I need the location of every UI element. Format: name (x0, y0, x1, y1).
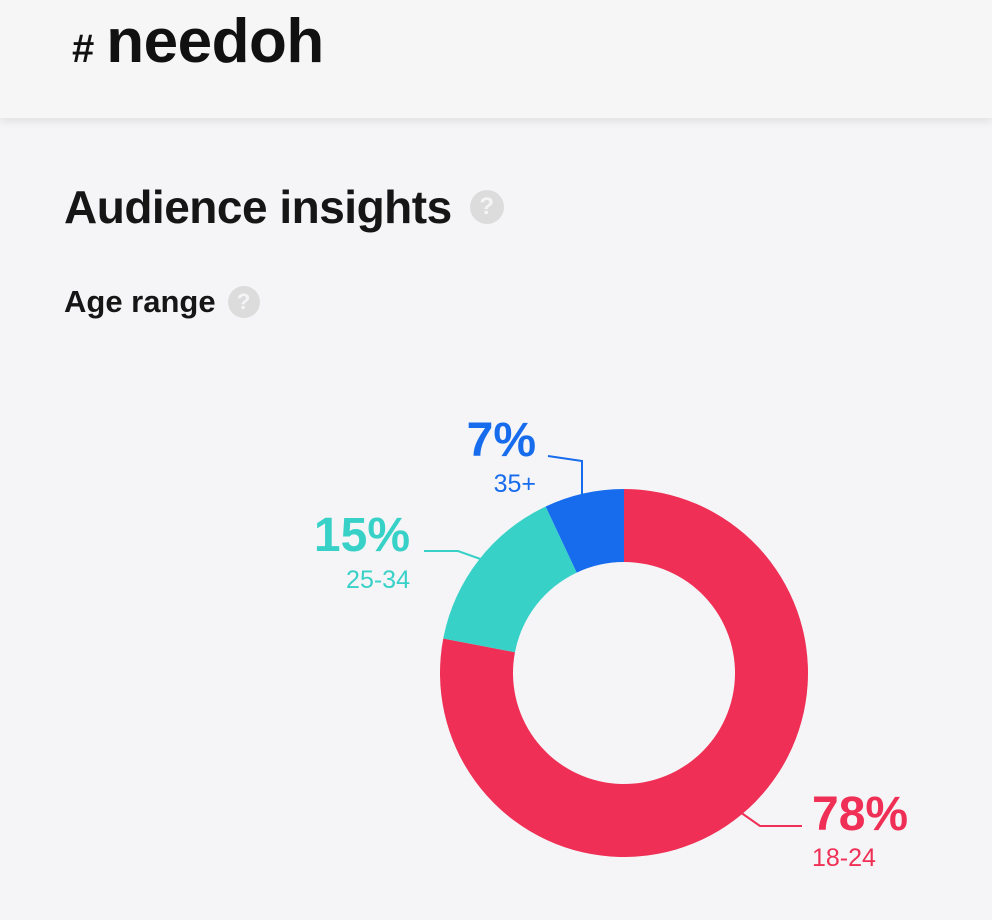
leader-line-35+ (547, 455, 583, 496)
audience-insights-help-icon[interactable]: ? (469, 190, 504, 224)
hashtag-title: # needoh (72, 6, 324, 77)
data-label-percent-18-24: 78% (812, 788, 908, 841)
donut-slice-35+[interactable] (545, 489, 624, 573)
data-label-percent-25-34: 15% (314, 509, 410, 562)
hash-icon: # (72, 27, 95, 71)
hashtag-name: needoh (106, 7, 324, 76)
age-range-help-icon[interactable]: ? (227, 286, 260, 318)
data-label-category-35+: 35+ (494, 470, 536, 498)
audience-insights-heading: Audience insights ? (64, 180, 504, 234)
data-label-category-25-34: 25-34 (346, 566, 410, 594)
data-label-category-18-24: 18-24 (812, 844, 876, 872)
age-range-title: Age range (64, 284, 216, 319)
data-label-percent-35+: 7% (467, 414, 536, 467)
donut-slice-18-24[interactable] (440, 489, 808, 857)
leader-line-25-34 (424, 550, 487, 562)
donut-slice-25-34[interactable] (443, 506, 577, 653)
page-header: # needoh (0, 0, 992, 118)
audience-insights-title: Audience insights (64, 181, 452, 233)
age-range-heading: Age range ? (64, 284, 260, 320)
leader-line-18-24 (739, 811, 802, 827)
